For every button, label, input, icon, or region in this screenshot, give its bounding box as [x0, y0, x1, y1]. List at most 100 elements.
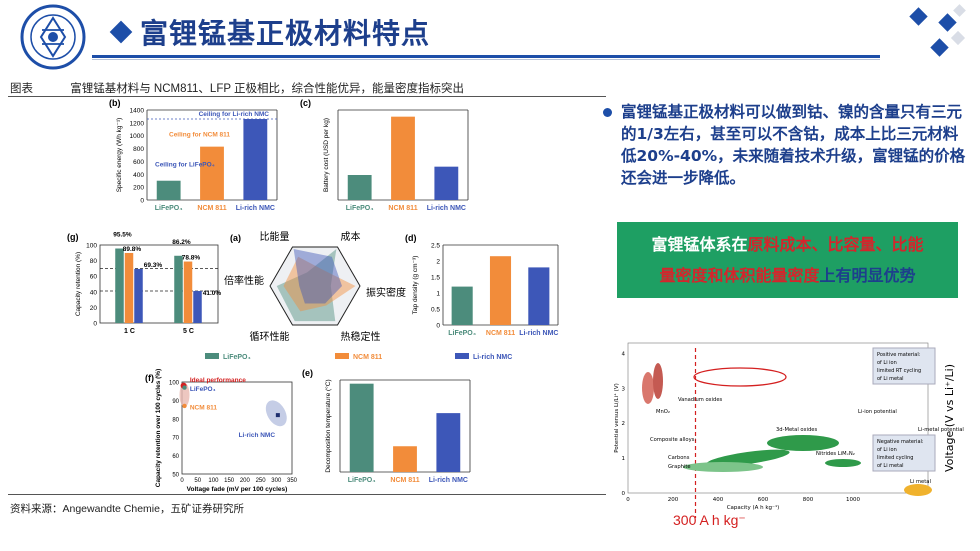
figure-caption: 图表 富锂锰基材料与 NCM811、LFP 正极相比，综合性能优异，能量密度指标… — [10, 80, 464, 96]
x-tick-label: 150 — [224, 478, 235, 484]
radar-axis-label: 循环性能 — [250, 330, 290, 343]
bar-1 — [451, 286, 473, 325]
blob-3d-oxides — [767, 435, 839, 451]
annotation: Ideal performance — [190, 377, 246, 384]
point-ncm — [182, 403, 187, 409]
x-tick-label: 200 — [668, 497, 679, 503]
y-tick-label: 70 — [172, 436, 179, 442]
radar-axis-label: 倍率性能 — [224, 274, 264, 287]
source-divider — [8, 494, 606, 495]
legend-positive-label: limited RT cycling — [877, 368, 921, 374]
inset-label: 3d-Metal oxides — [776, 427, 817, 433]
bar-NCM 811 — [124, 252, 134, 323]
comparison-figure: (b) 0 200 400 600 800 1000 1200 1400 Specific ene… — [55, 98, 575, 493]
y-tick-label: 0 — [622, 491, 626, 497]
x-tick-label: 350 — [287, 478, 298, 484]
bullet-icon — [603, 108, 612, 117]
inset-label: Carbons — [668, 455, 690, 461]
y-tick-label: 600 — [133, 159, 144, 166]
legend-negative-box — [872, 434, 936, 472]
data-label: 41.0% — [203, 290, 222, 297]
inset-label: Graphite — [668, 464, 691, 470]
y-tick-label: 2 — [622, 421, 626, 427]
x-tick-label: 250 — [256, 478, 267, 484]
annotation: Ceiling for NCM 811 — [169, 132, 230, 139]
plot-frame — [99, 244, 219, 324]
y-tick-label: 90 — [172, 399, 179, 405]
x-tick-label: LiFePO₄ — [348, 477, 376, 484]
radar-frame — [269, 246, 361, 326]
annotation: NCM 811 — [190, 405, 217, 412]
highlight-ellipse — [693, 367, 787, 387]
caption-text: 富锂锰基材料与 NCM811、LFP 正极相比，综合性能优异，能量密度指标突出 — [70, 83, 464, 95]
capacity-annotation-text: 300 A h kg⁻ — [673, 512, 746, 528]
decor-diamond-icon — [953, 4, 966, 17]
y-tick-label: 1 — [436, 291, 440, 298]
bar-LiFePO₄ — [174, 255, 183, 323]
radar-axis-label: 热稳定性 — [341, 330, 381, 343]
panel-b: (b) 0 200 400 600 800 1000 1200 1400 Specific ene… — [109, 98, 278, 212]
bar-NCM 811 — [183, 261, 193, 323]
bar-Li-rich NMC — [193, 291, 202, 323]
panel-label: (g) — [67, 232, 79, 242]
x-tick-label: NCM 811 — [390, 477, 419, 484]
decor-diamond-icon — [950, 30, 966, 46]
x-tick-label: LiFePO₄ — [346, 205, 374, 212]
legend-swatch-3 — [455, 353, 469, 359]
x-tick-label: 50 — [194, 478, 201, 484]
radar-axis-label: 成本 — [341, 230, 361, 243]
bar-2 — [391, 116, 415, 200]
legend-positive-label: Positive material: — [877, 352, 921, 358]
inset-label: Nitrides LiMₓN₂ — [816, 451, 855, 457]
panel-label: (e) — [302, 368, 313, 378]
highlight-banner: 富锂锰体系在原料成本、比容量、比能 量密度和体积能量密度上有明显优势 — [617, 222, 958, 298]
legend-negative-label: Negative material: — [877, 439, 924, 445]
x-tick-label: LiFePO₄ — [155, 205, 183, 212]
cluster-ncm — [179, 382, 190, 407]
x-tick-label: NCM 811 — [486, 330, 515, 337]
panel-label: (d) — [405, 233, 417, 243]
x-axis-label: Voltage fade (mV per 100 cycles) — [187, 486, 288, 493]
decor-diamond-icon — [938, 13, 957, 32]
bar-2 — [489, 256, 512, 325]
x-tick-label: 600 — [758, 497, 769, 503]
y-tick-label: 40 — [90, 289, 98, 296]
ragone-inset-svg: Potential versus Li/Li⁺ (V) 0 1 2 3 4 0 200 400 6… — [613, 342, 964, 518]
legend-swatch-1 — [205, 353, 219, 359]
caption-label: 图表 — [10, 83, 33, 95]
x-tick-label: Li-rich NMC — [429, 477, 468, 484]
y-axis-label: Potential versus Li/Li⁺ (V) — [613, 383, 620, 452]
data-label: 89.8% — [123, 246, 142, 253]
point-lirich — [275, 413, 280, 418]
y-tick-label: 0.5 — [431, 307, 440, 314]
x-tick-label: 1 C — [124, 328, 135, 335]
y-tick-label: 1400 — [130, 108, 145, 115]
x-tick-label: NCM 811 — [197, 205, 226, 212]
y-tick-label: 50 — [172, 473, 179, 479]
x-tick-label: 400 — [713, 497, 724, 503]
y-tick-label: 0 — [93, 321, 97, 328]
x-tick-label: Li-rich NMC — [427, 205, 466, 212]
y-tick-label: 4 — [622, 351, 626, 357]
y-tick-label: 60 — [90, 274, 98, 281]
annotation: Ceiling for Li-rich NMC — [199, 111, 270, 118]
y-tick-label: 1.5 — [431, 275, 440, 282]
y-tick-label: 2.5 — [431, 243, 440, 250]
university-seal-icon — [20, 4, 86, 70]
y-tick-label: 1 — [622, 456, 626, 462]
y-tick-label: 0 — [140, 198, 144, 205]
right-axis-label: Voltage (V vs Li⁺/Li) — [943, 364, 956, 472]
panel-label: (f) — [145, 373, 154, 383]
bar-3 — [436, 413, 461, 472]
decor-diamond-icon — [930, 38, 949, 57]
legend-negative-label: of Li ion — [877, 447, 897, 453]
highlight-part-3: 量密度和体积能量密度 — [659, 266, 820, 285]
highlight-part-4: 上有明显优势 — [819, 266, 916, 285]
legend-swatch-2 — [335, 353, 349, 359]
decor-diamond-icon — [909, 7, 928, 26]
bar-3 — [434, 166, 459, 200]
x-tick-label: Li-rich NMC — [519, 330, 558, 337]
y-tick-label: 100 — [86, 243, 97, 250]
panel-d: (d) 0 0.5 1 1.5 2 2.5 Tap density (g cm⁻³) LiFeP… — [405, 233, 558, 337]
y-tick-label: 0 — [436, 323, 440, 330]
